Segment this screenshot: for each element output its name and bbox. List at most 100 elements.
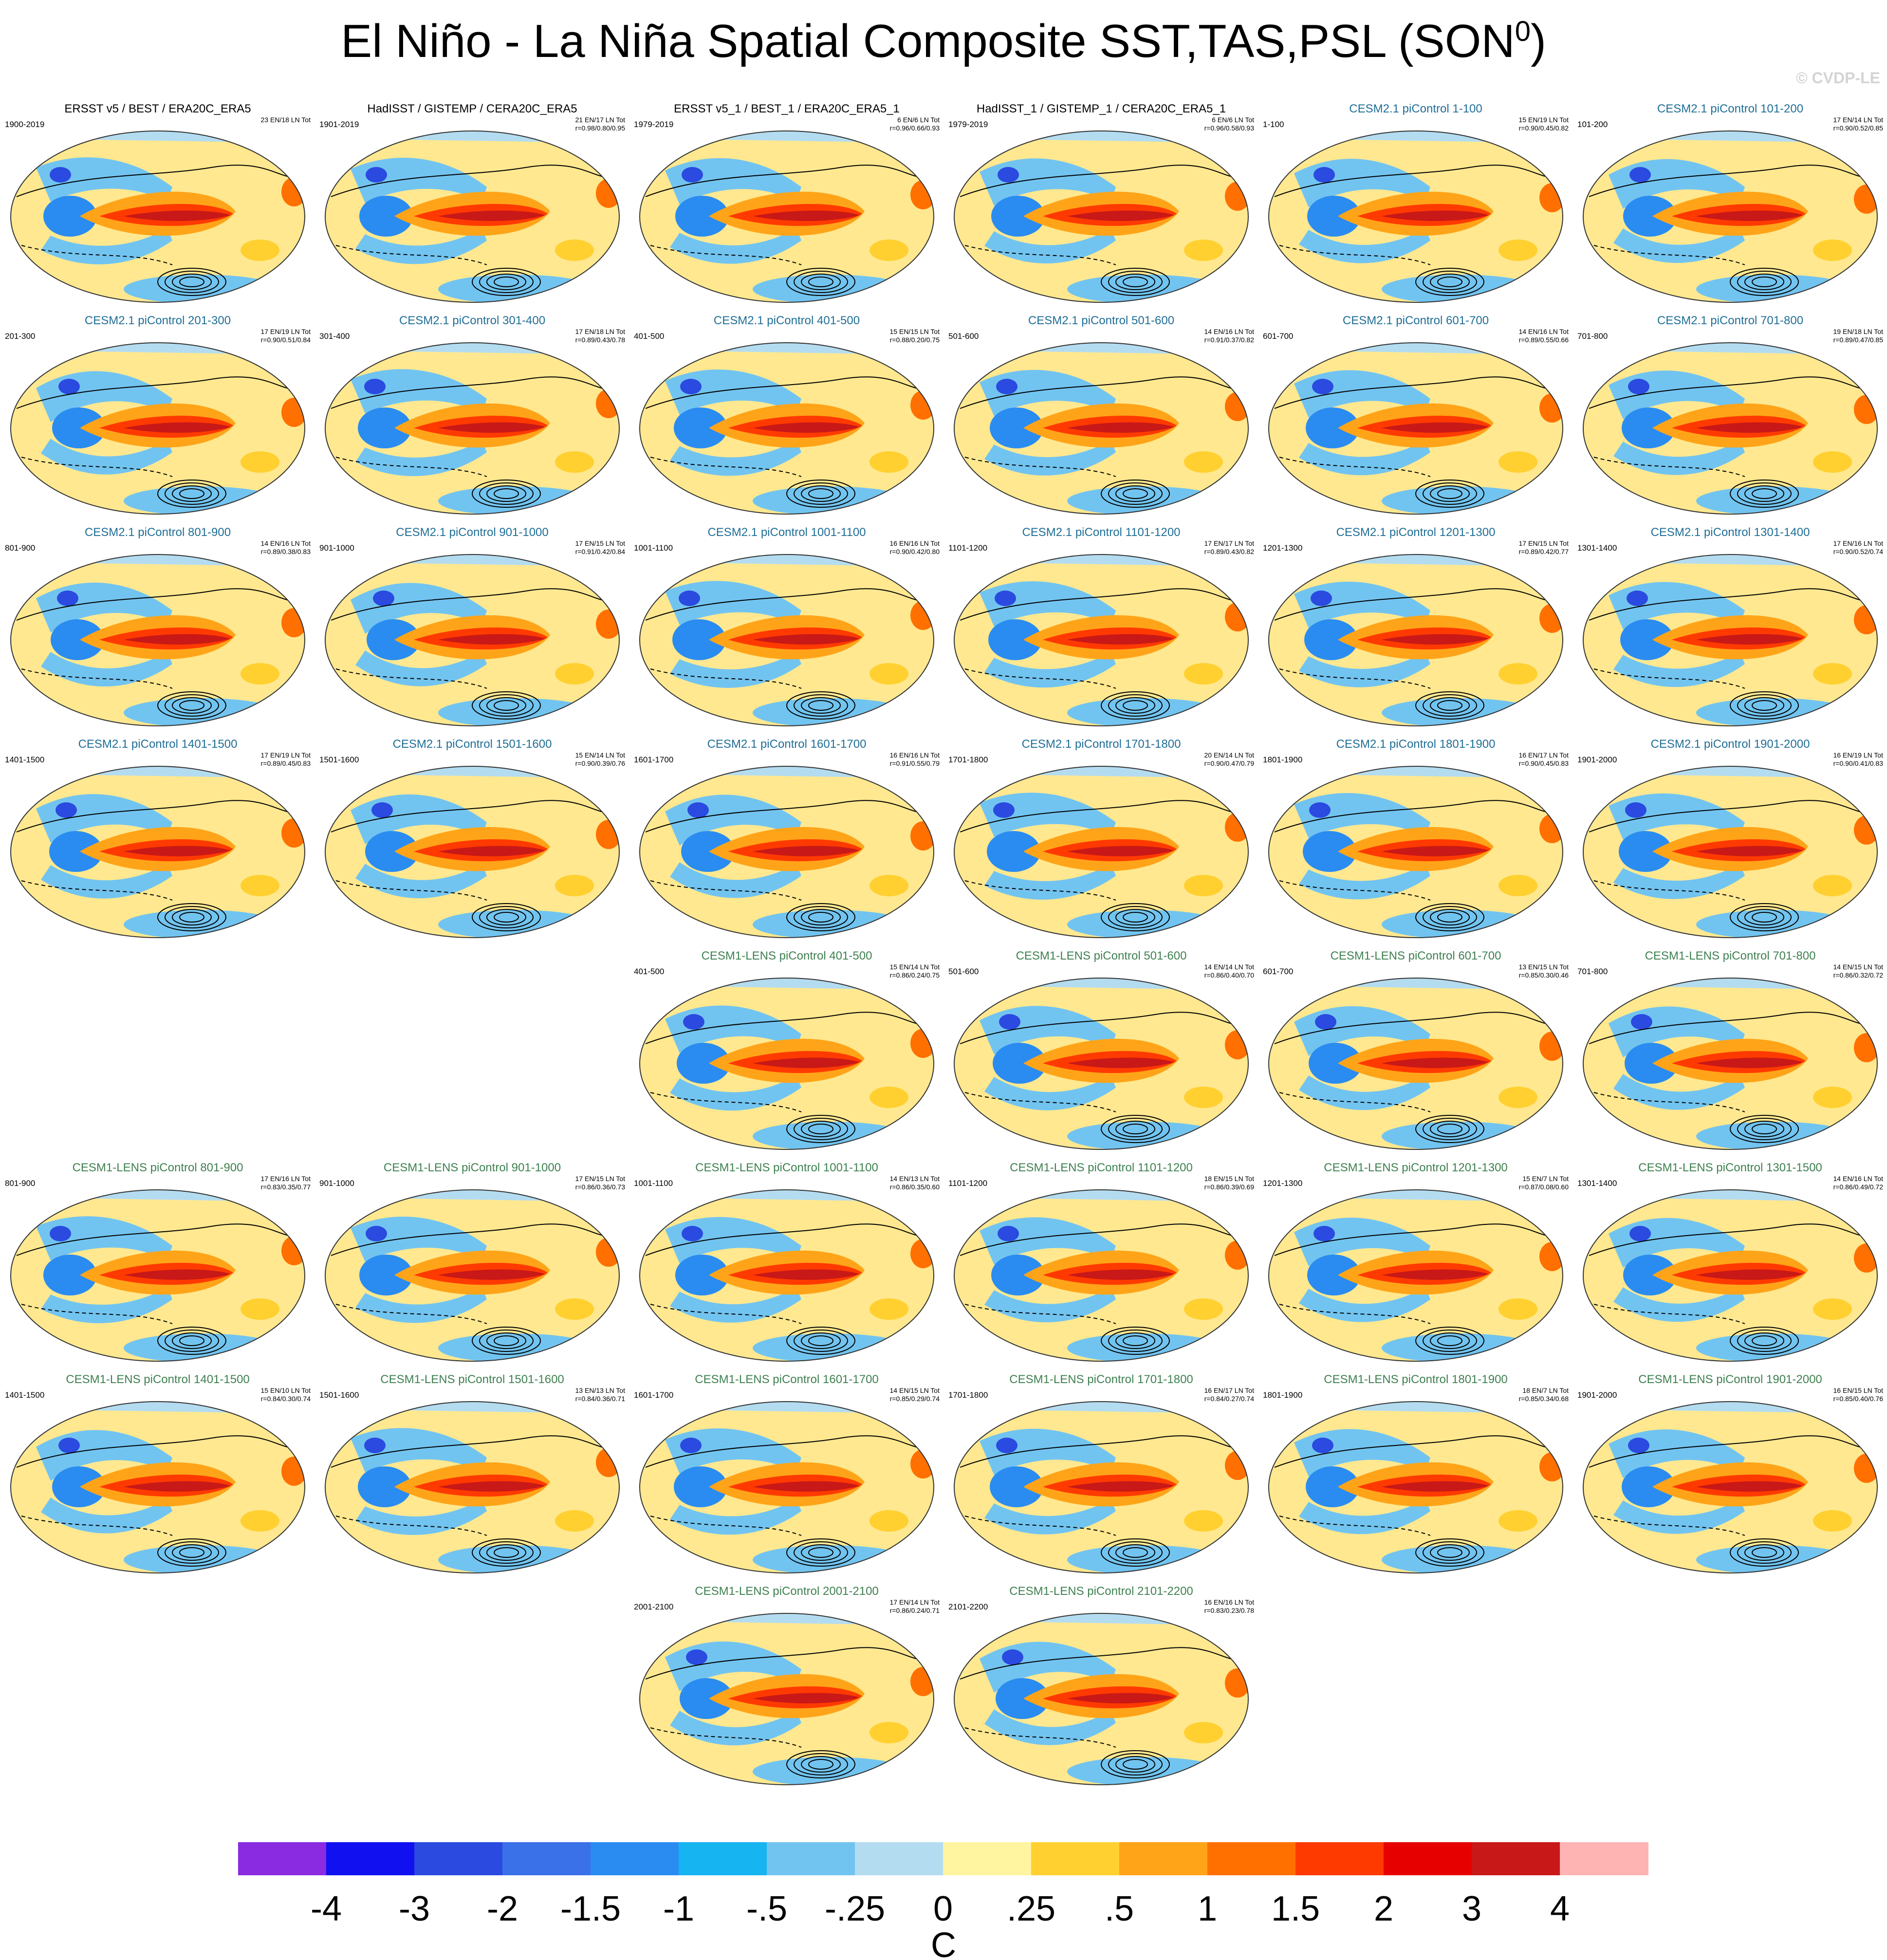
panel-years: 1701-1800 [948,1390,988,1400]
panel-stats-line: r=0.86/0.24/0.75 [889,971,940,979]
panel-stats-line: r=0.90/0.45/0.83 [1518,759,1569,767]
panel-stats-line: 15 EN/14 LN Tot [575,751,625,759]
panel-stats-line: r=0.90/0.52/0.74 [1833,548,1883,555]
panel-stats: 15 EN/15 LN Tot r=0.88/0.20/0.75 [890,328,940,344]
panel-years: 1201-1300 [1263,543,1303,553]
global-map [325,554,620,726]
panel-stats-line: r=0.85/0.34/0.68 [1518,1395,1569,1403]
panel-stats-line: 14 EN/16 LN Tot [1204,328,1254,335]
colorbar-swatch [767,1842,855,1875]
global-map [1268,1189,1563,1362]
panel-stats-line: r=0.85/0.30/0.46 [1518,971,1569,979]
panel-stats-line: r=0.84/0.27/0.74 [1204,1395,1254,1403]
panel-years: 1401-1500 [5,1390,45,1400]
colorbar-swatch [591,1842,679,1875]
colorbar-tick-label: 1.5 [1271,1889,1320,1928]
map-panel: CESM2.1 piControl 1901-2000 1901-2000 16 E… [1574,738,1886,942]
panel-title: CESM2.1 piControl 1301-1400 [1650,526,1810,539]
global-map [10,1189,305,1362]
map-panel: CESM1-LENS piControl 601-700 601-700 13 EN… [1260,949,1572,1154]
panel-years: 1900-2019 [5,120,45,129]
panel-stats: 15 EN/10 LN Tot r=0.84/0.30/0.74 [261,1387,311,1403]
panel-stats: 17 EN/17 LN Tot r=0.89/0.43/0.82 [1204,539,1254,556]
panel-title: CESM1-LENS piControl 2101-2200 [1009,1585,1193,1598]
global-map [954,1613,1249,1785]
global-map [10,130,305,303]
panel-title: CESM1-LENS piControl 1301-1500 [1638,1161,1822,1174]
map-panel: CESM1-LENS piControl 401-500 401-500 15 EN… [631,949,943,1154]
panel-stats: 17 EN/16 LN Tot r=0.90/0.52/0.74 [1833,539,1883,556]
panel-years: 601-700 [1263,967,1294,976]
panel-stats-line: 21 EN/17 LN Tot [575,116,625,124]
colorbar-unit: C [931,1926,956,1960]
map-panel: CESM2.1 piControl 1201-1300 1201-1300 17 E… [1260,526,1572,730]
panel-stats-line: 13 EN/13 LN Tot [575,1387,625,1394]
panel-years: 201-300 [5,332,36,341]
panel-title: CESM1-LENS piControl 1401-1500 [66,1373,250,1386]
sst-anomaly-field [640,1613,934,1785]
panel-title: CESM2.1 piControl 1-100 [1349,102,1482,115]
panel-stats-line: r=0.86/0.32/0.72 [1833,971,1883,979]
global-map [325,766,620,938]
panel-years: 401-500 [634,332,665,341]
panel-years: 1101-1200 [948,1179,988,1188]
panel-stats-line: 16 EN/16 LN Tot [889,751,940,759]
sst-anomaly-field [1269,343,1563,514]
panel-stats-line: r=0.96/0.58/0.93 [1204,124,1254,132]
panel-stats-line: 15 EN/19 LN Tot [1518,116,1569,124]
panel-stats-line: 18 EN/15 LN Tot [1204,1175,1254,1183]
panel-stats: 17 EN/19 LN Tot r=0.89/0.45/0.83 [261,751,311,768]
panel-stats: 18 EN/7 LN Tot r=0.85/0.34/0.68 [1519,1387,1569,1403]
panel-years: 801-900 [5,1179,36,1188]
panel-title: CESM1-LENS piControl 801-900 [72,1161,243,1174]
panel-stats-line: 17 EN/19 LN Tot [260,328,311,335]
global-map [954,978,1249,1150]
panel-stats-line: r=0.90/0.47/0.79 [1204,759,1254,767]
colorbar-swatch [1472,1842,1560,1875]
map-panel: CESM2.1 piControl 1301-1400 1301-1400 17 E… [1574,526,1886,730]
panel-stats: 17 EN/15 LN Tot r=0.91/0.42/0.84 [575,539,625,556]
copyright-watermark: © CVDP-LE [1796,69,1880,87]
panel-title: CESM2.1 piControl 1601-1700 [707,738,867,751]
sst-anomaly-field [640,766,934,938]
colorbar-tick-label: .5 [1104,1889,1134,1928]
panel-years: 1601-1700 [634,755,674,764]
map-panel: CESM1-LENS piControl 2101-2200 2101-2200 1… [945,1585,1257,1789]
panel-stats-line: 16 EN/16 LN Tot [1204,1598,1254,1606]
panel-stats-line: 6 EN/6 LN Tot [897,116,940,124]
panel-years: 1801-1900 [1263,755,1303,764]
panel-stats: 16 EN/17 LN Tot r=0.84/0.27/0.74 [1204,1387,1254,1403]
map-panel: CESM2.1 piControl 1101-1200 1101-1200 17 E… [945,526,1257,730]
panel-stats: 17 EN/19 LN Tot r=0.90/0.51/0.84 [261,328,311,344]
colorbar-tick-label: 0 [933,1889,953,1928]
colorbar-tick-label: -3 [398,1889,430,1928]
panel-years: 1901-2000 [1577,1390,1617,1400]
panel-stats-line: r=0.96/0.66/0.93 [889,124,940,132]
panel-title: CESM2.1 piControl 801-900 [84,526,231,539]
colorbar-swatch [855,1842,944,1875]
colorbar [238,1842,1648,1875]
global-map [1268,342,1563,515]
global-map [954,130,1249,303]
panel-stats: 17 EN/18 LN Tot r=0.89/0.43/0.78 [575,328,625,344]
panel-stats-line: r=0.91/0.37/0.82 [1204,336,1254,344]
panel-stats-line: r=0.89/0.38/0.83 [260,548,311,555]
map-panel: CESM2.1 piControl 1001-1100 1001-1100 16 E… [631,526,943,730]
sst-anomaly-field [640,131,934,302]
map-panel: CESM2.1 piControl 901-1000 901-1000 17 EN/… [316,526,628,730]
panel-stats-line: 17 EN/16 LN Tot [1833,539,1883,547]
panel-stats-line: 14 EN/13 LN Tot [889,1175,940,1183]
colorbar-swatch [1207,1842,1296,1875]
panel-stats: 14 EN/15 LN Tot r=0.86/0.32/0.72 [1833,963,1883,980]
sst-anomaly-field [1583,978,1877,1149]
sst-anomaly-field [640,1190,934,1361]
panel-stats-line: 17 EN/15 LN Tot [575,1175,625,1183]
sst-anomaly-field [1269,555,1563,726]
panel-title: CESM1-LENS piControl 1501-1600 [380,1373,564,1386]
panel-stats-line: r=0.84/0.30/0.74 [260,1395,311,1403]
map-panel: CESM1-LENS piControl 901-1000 901-1000 17 … [316,1161,628,1366]
panel-stats-line: r=0.88/0.20/0.75 [889,336,940,344]
panel-title: CESM2.1 piControl 1801-1900 [1336,738,1496,751]
colorbar-tick-label: 1 [1197,1889,1218,1928]
